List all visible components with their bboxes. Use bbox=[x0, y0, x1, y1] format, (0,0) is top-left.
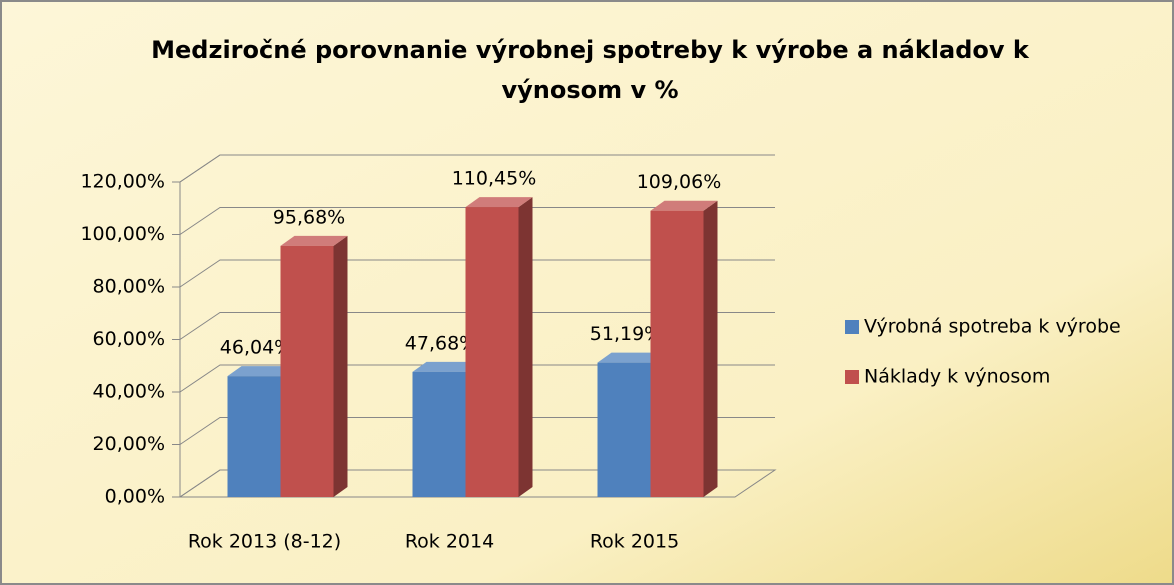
bar-top bbox=[412, 361, 480, 372]
grid-line bbox=[179, 207, 775, 235]
grid-line bbox=[179, 364, 775, 393]
bar-front bbox=[650, 210, 704, 497]
bar-side bbox=[518, 197, 533, 497]
y-tick-label: 80,00% bbox=[93, 276, 165, 298]
legend-swatch bbox=[845, 370, 859, 384]
bar-front bbox=[227, 376, 281, 497]
data-label: 110,45% bbox=[452, 168, 537, 190]
bar-top bbox=[650, 200, 718, 211]
bar bbox=[465, 197, 533, 497]
grid-line bbox=[179, 259, 775, 288]
data-label: 51,19% bbox=[590, 323, 662, 345]
y-tick-label: 40,00% bbox=[93, 381, 165, 403]
x-tick-label: Rok 2013 (8-12) bbox=[188, 531, 341, 553]
bar-front bbox=[597, 362, 651, 497]
y-tick-label: 60,00% bbox=[93, 328, 165, 350]
bar-side bbox=[703, 200, 718, 497]
grid-line bbox=[179, 417, 775, 445]
legend-swatch bbox=[845, 320, 859, 334]
data-label: 95,68% bbox=[273, 206, 345, 228]
bar bbox=[280, 235, 348, 497]
bar-top bbox=[597, 352, 665, 363]
grid-line bbox=[179, 469, 775, 498]
grid-line bbox=[179, 312, 775, 340]
bar-front bbox=[412, 371, 466, 497]
bar-top bbox=[280, 235, 348, 246]
y-tick-label: 120,00% bbox=[80, 171, 165, 193]
data-label: 47,68% bbox=[405, 332, 477, 354]
x-tick-label: Rok 2014 bbox=[405, 531, 494, 553]
bar bbox=[650, 200, 718, 497]
grid-line bbox=[179, 154, 775, 183]
chart-title: Medziročné porovnanie výrobnej spotreby … bbox=[151, 36, 1029, 104]
bar-top bbox=[227, 366, 295, 377]
bar-top bbox=[465, 197, 533, 208]
bar-front bbox=[280, 245, 334, 497]
data-label: 109,06% bbox=[637, 171, 722, 193]
legend-label: Výrobná spotreba k výrobe bbox=[864, 316, 1121, 338]
y-tick-label: 0,00% bbox=[105, 486, 165, 508]
y-tick-label: 100,00% bbox=[80, 223, 165, 245]
x-tick-label: Rok 2015 bbox=[590, 531, 679, 553]
bar-front bbox=[465, 207, 519, 497]
bar-side bbox=[333, 235, 348, 497]
legend-label: Náklady k výnosom bbox=[864, 366, 1050, 388]
data-label: 46,04% bbox=[220, 337, 292, 359]
y-tick-label: 20,00% bbox=[93, 433, 165, 455]
